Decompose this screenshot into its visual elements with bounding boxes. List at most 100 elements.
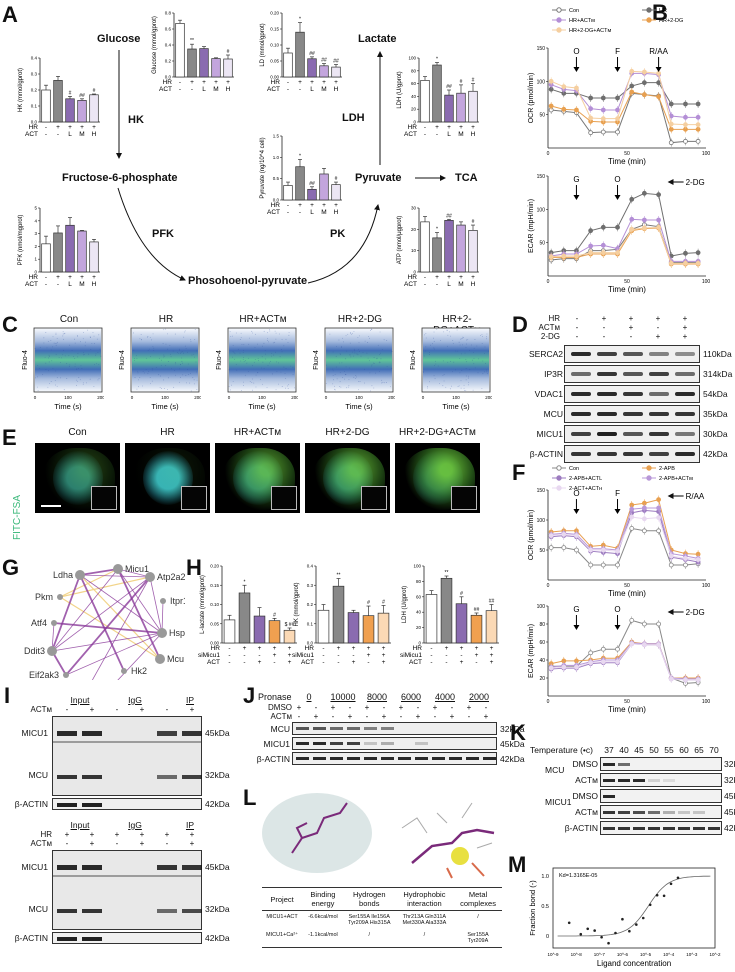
svg-text:0: 0 bbox=[422, 395, 425, 400]
zoom-inset bbox=[451, 486, 477, 510]
svg-text:10: 10 bbox=[411, 248, 417, 253]
temperature-value: 70 bbox=[707, 745, 721, 755]
molecular-weight-label: 32kDa bbox=[724, 775, 735, 785]
molecular-weight-label: 32kDa bbox=[500, 724, 525, 734]
blot-band bbox=[623, 392, 643, 396]
svg-text:-: - bbox=[243, 659, 245, 666]
svg-text:1.0: 1.0 bbox=[541, 874, 549, 880]
svg-text:0.10: 0.10 bbox=[210, 602, 219, 607]
molecular-weight-label: 45kDa bbox=[205, 728, 230, 738]
svg-text:0.4: 0.4 bbox=[31, 56, 38, 61]
blot-band bbox=[571, 372, 591, 376]
temperature-value: 37 bbox=[602, 745, 616, 755]
treatment-sign: + bbox=[294, 703, 304, 712]
treatment-sign: + bbox=[599, 314, 609, 323]
svg-text:HR: HR bbox=[29, 274, 39, 281]
blot-band bbox=[603, 811, 615, 814]
temperature-value: 40 bbox=[617, 745, 631, 755]
svg-text:HK (mmol/gprot): HK (mmol/gprot) bbox=[18, 68, 24, 112]
treatment-sign: + bbox=[626, 323, 636, 332]
svg-text:+: + bbox=[190, 79, 194, 86]
svg-text:HR: HR bbox=[408, 274, 418, 281]
svg-text:M: M bbox=[458, 281, 463, 288]
temperature-label: Temperature (•c) bbox=[530, 745, 593, 755]
svg-text:+: + bbox=[445, 645, 449, 652]
zoom-inset bbox=[91, 486, 117, 510]
blot-band bbox=[675, 432, 695, 436]
svg-text:-: - bbox=[436, 131, 438, 138]
svg-text:ACT: ACT bbox=[404, 281, 417, 288]
svg-text:Time (s): Time (s) bbox=[54, 402, 82, 411]
svg-text:-: - bbox=[337, 659, 339, 666]
blot-band bbox=[618, 811, 630, 814]
svg-text:HR: HR bbox=[408, 124, 418, 131]
svg-text:-: - bbox=[228, 652, 230, 659]
blot-nonspecific-band bbox=[53, 741, 201, 743]
blot-strip bbox=[564, 365, 700, 383]
svg-text:+: + bbox=[352, 659, 356, 666]
svg-text:100: 100 bbox=[702, 699, 711, 705]
molecular-weight-label: 32kDa bbox=[724, 759, 735, 769]
svg-text:0: 0 bbox=[547, 583, 550, 589]
svg-text:Ldha: Ldha bbox=[53, 570, 73, 580]
svg-text:Ligand concentration: Ligand concentration bbox=[597, 959, 671, 968]
svg-text:80: 80 bbox=[411, 68, 417, 73]
treatment-label: ACTм bbox=[252, 712, 292, 721]
bar-chart-pyruvate: 0.00.51.01.5Pyruvate (ng/10^4 cell) *###H… bbox=[256, 128, 346, 218]
svg-text:Glucose (mmol/gprot): Glucose (mmol/gprot) bbox=[152, 16, 158, 74]
svg-text:100: 100 bbox=[258, 395, 266, 400]
svg-text:0.5: 0.5 bbox=[273, 176, 280, 181]
svg-text:R/AA: R/AA bbox=[649, 47, 668, 56]
treatment-sign: - bbox=[311, 703, 321, 712]
svg-text:**: ** bbox=[445, 570, 449, 576]
treatment-sign: + bbox=[680, 332, 690, 341]
treatment-sign: + bbox=[187, 830, 197, 839]
svg-text:##: ## bbox=[446, 84, 452, 90]
svg-text:siMicu1: siMicu1 bbox=[198, 652, 220, 659]
blot-band bbox=[623, 352, 643, 356]
svg-text:-: - bbox=[430, 645, 432, 652]
svg-text:0.3: 0.3 bbox=[307, 583, 314, 588]
treatment-sign: + bbox=[345, 712, 355, 721]
svg-text:ATP (nmol/μgprot): ATP (nmol/μgprot) bbox=[397, 216, 403, 265]
molecular-weight-label: 30kDa bbox=[703, 429, 728, 439]
svg-text:OCR (pmol/min): OCR (pmol/min) bbox=[528, 510, 535, 561]
svg-text:-: - bbox=[57, 281, 59, 288]
svg-text:OCR (pmol/min): OCR (pmol/min) bbox=[528, 73, 535, 124]
blot-band bbox=[381, 742, 394, 745]
svg-text:*: * bbox=[436, 227, 438, 233]
blot-band bbox=[623, 432, 643, 436]
svg-text:H: H bbox=[334, 209, 339, 216]
svg-text:+: + bbox=[490, 652, 494, 659]
svg-text:+: + bbox=[435, 274, 439, 281]
svg-text:-: - bbox=[228, 645, 230, 652]
blot-band-mcu bbox=[82, 909, 102, 913]
svg-text:-: - bbox=[436, 281, 438, 288]
svg-text:60: 60 bbox=[416, 594, 422, 599]
treatment-sign: + bbox=[680, 323, 690, 332]
flow-density-plot: Fluo-40 100 200Time (s) bbox=[216, 326, 298, 416]
svg-text:M: M bbox=[79, 281, 84, 288]
blot-band bbox=[296, 727, 309, 730]
blot-band bbox=[330, 757, 343, 760]
treatment-sign: + bbox=[653, 332, 663, 341]
svg-text:10^-6: 10^-6 bbox=[617, 952, 629, 957]
svg-text:100: 100 bbox=[537, 604, 546, 610]
svg-text:+: + bbox=[367, 645, 371, 652]
svg-text:+: + bbox=[80, 124, 84, 131]
svg-text:O: O bbox=[573, 489, 579, 498]
svg-text:H: H bbox=[92, 281, 97, 288]
svg-text:0.05: 0.05 bbox=[210, 621, 219, 626]
svg-text:Time (s): Time (s) bbox=[442, 402, 470, 411]
svg-text:H: H bbox=[471, 281, 476, 288]
svg-text:-: - bbox=[287, 202, 289, 209]
svg-text:-: - bbox=[322, 652, 324, 659]
svg-text:Pyruvate (ng/10^4 cell): Pyruvate (ng/10^4 cell) bbox=[260, 137, 266, 198]
svg-text:-: - bbox=[243, 652, 245, 659]
svg-text:100: 100 bbox=[408, 56, 416, 61]
svg-text:ACT: ACT bbox=[25, 131, 38, 138]
blot-strip bbox=[564, 385, 700, 403]
molecular-weight-label: 32kDa bbox=[205, 904, 230, 914]
blot-band bbox=[663, 811, 675, 814]
treatment-sign: - bbox=[294, 712, 304, 721]
